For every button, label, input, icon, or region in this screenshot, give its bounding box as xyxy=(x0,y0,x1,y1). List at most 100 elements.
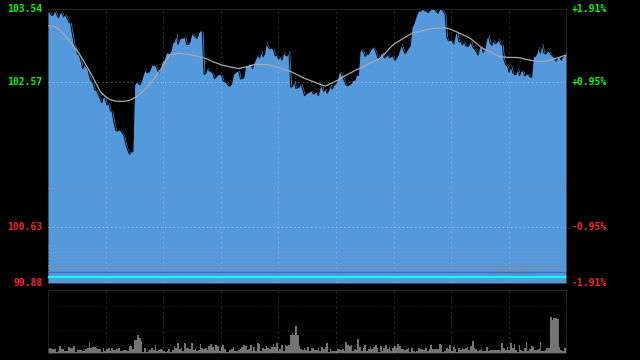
Bar xyxy=(326,343,328,353)
Bar xyxy=(470,346,472,353)
Bar xyxy=(134,340,136,353)
Text: -0.95%: -0.95% xyxy=(572,221,607,231)
Bar xyxy=(412,348,413,353)
Bar xyxy=(219,351,221,353)
Bar xyxy=(557,319,559,353)
Bar xyxy=(104,351,106,353)
Bar xyxy=(429,348,430,353)
Bar xyxy=(113,350,115,353)
Bar xyxy=(87,348,89,353)
Bar xyxy=(364,345,366,353)
Bar xyxy=(468,350,470,353)
Bar xyxy=(215,345,217,353)
Bar xyxy=(49,348,51,353)
Bar xyxy=(489,350,491,353)
Bar xyxy=(165,352,167,353)
Bar xyxy=(500,351,501,353)
Bar xyxy=(543,351,545,353)
Bar xyxy=(435,349,437,353)
Bar xyxy=(203,349,205,353)
Bar xyxy=(352,351,354,353)
Bar xyxy=(344,351,346,353)
Bar xyxy=(346,342,347,353)
Bar xyxy=(430,345,432,353)
Bar xyxy=(276,343,278,353)
Bar xyxy=(410,352,412,353)
Bar xyxy=(383,348,385,353)
Bar xyxy=(566,350,567,353)
Bar xyxy=(507,347,508,353)
Bar xyxy=(290,335,292,353)
Bar xyxy=(94,347,95,353)
Bar xyxy=(385,345,387,353)
Bar xyxy=(295,326,297,353)
Bar xyxy=(109,351,111,353)
Bar xyxy=(101,352,102,353)
Bar xyxy=(233,347,234,353)
Bar xyxy=(186,348,188,353)
Bar xyxy=(328,352,330,353)
Bar xyxy=(323,350,324,353)
Bar xyxy=(454,349,456,353)
Bar xyxy=(531,346,532,353)
Bar xyxy=(52,348,54,353)
Bar xyxy=(90,347,92,353)
Bar xyxy=(545,350,547,353)
Bar xyxy=(253,347,255,353)
Bar xyxy=(442,352,444,353)
Bar xyxy=(141,341,143,353)
Bar xyxy=(413,351,415,353)
Bar xyxy=(175,348,177,353)
Bar xyxy=(111,348,113,353)
Bar xyxy=(122,351,124,353)
Bar xyxy=(319,351,321,353)
Bar xyxy=(271,347,273,353)
Bar xyxy=(227,352,229,353)
Bar xyxy=(255,351,257,353)
Bar xyxy=(207,350,209,353)
Bar xyxy=(51,350,52,353)
Bar xyxy=(138,335,139,353)
Bar xyxy=(417,351,418,353)
Bar xyxy=(209,346,210,353)
Bar xyxy=(349,346,351,353)
Bar xyxy=(115,350,116,353)
Bar xyxy=(224,349,226,353)
Bar xyxy=(241,347,243,353)
Text: 99.88: 99.88 xyxy=(13,278,43,288)
Bar xyxy=(193,350,195,353)
Bar xyxy=(266,346,268,353)
Bar xyxy=(78,350,80,353)
Bar xyxy=(298,346,300,353)
Bar xyxy=(92,347,94,353)
Bar xyxy=(366,351,368,353)
Bar xyxy=(120,351,122,353)
Bar xyxy=(226,352,227,353)
Bar xyxy=(403,349,404,353)
Bar xyxy=(534,350,536,353)
Bar xyxy=(562,351,564,353)
Bar xyxy=(381,351,383,353)
Bar xyxy=(314,350,316,353)
Bar xyxy=(536,350,538,353)
Bar xyxy=(330,349,332,353)
Bar xyxy=(541,351,543,353)
Bar xyxy=(380,346,381,353)
Bar xyxy=(378,352,380,353)
Bar xyxy=(205,348,207,353)
Bar xyxy=(132,349,134,353)
Bar xyxy=(191,343,193,353)
Bar xyxy=(54,349,56,353)
Bar xyxy=(210,344,212,353)
Bar xyxy=(538,349,540,353)
Bar xyxy=(552,320,554,353)
Bar xyxy=(273,345,275,353)
Bar xyxy=(420,349,422,353)
Bar xyxy=(456,352,458,353)
Bar xyxy=(358,339,359,353)
Bar xyxy=(250,345,252,353)
Bar xyxy=(196,351,198,353)
Bar xyxy=(163,351,165,353)
Bar xyxy=(168,348,170,353)
Bar xyxy=(447,349,449,353)
